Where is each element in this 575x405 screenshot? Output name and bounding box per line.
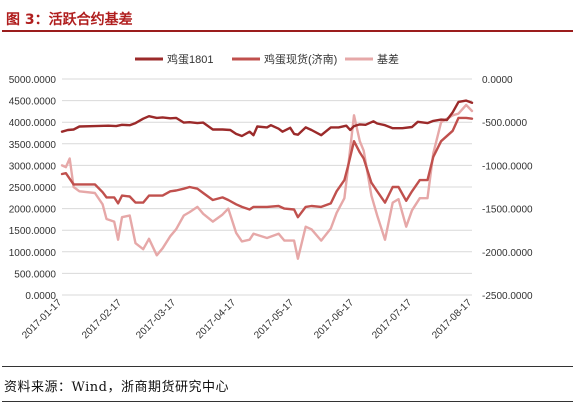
- bottom-border: [2, 401, 573, 402]
- series-line-1: [60, 99, 474, 138]
- x-tick-label: 2017-03-17: [134, 297, 178, 341]
- x-tick-label: 2017-02-17: [80, 297, 124, 341]
- left-tick-label: 5000.0000: [9, 75, 57, 86]
- left-tick-label: 1000.0000: [9, 248, 57, 259]
- line-chart: 0.0000 500.0000 1000.0000 1500.0000 2000.000…: [9, 52, 533, 341]
- right-tick-label: -500.0000: [482, 118, 527, 129]
- left-tick-label: 3000.0000: [9, 161, 57, 172]
- left-tick-label: 4500.0000: [9, 97, 57, 108]
- left-tick-label: 2500.0000: [9, 183, 57, 194]
- right-axis-tick-labels: 0.0000 -500.0000 -1000.0000 -1500.0000 -2000…: [482, 75, 533, 302]
- x-tick-label: 2017-05-17: [252, 297, 296, 341]
- right-tick-label: -2000.0000: [482, 248, 533, 259]
- chart-legend: 鸡蛋1801 鸡蛋现货(济南) 基差: [135, 52, 399, 66]
- series-lines: [60, 99, 474, 260]
- x-tick-label: 2017-08-17: [430, 297, 474, 341]
- right-tick-label: 0.0000: [482, 75, 513, 86]
- series-line-2: [60, 116, 474, 219]
- legend-label: 基差: [377, 52, 399, 66]
- source-note: 资料来源：Wind，浙商期货研究中心: [4, 380, 229, 395]
- x-tick-label: 2017-07-17: [370, 297, 414, 341]
- left-tick-label: 0.0000: [25, 291, 56, 302]
- figure-title-bar: 图 3：活跃合约基差: [2, 4, 573, 32]
- grid-lines: [62, 78, 472, 296]
- left-axis-tick-labels: 0.0000 500.0000 1000.0000 1500.0000 2000.000…: [9, 75, 57, 302]
- left-tick-label: 500.0000: [14, 269, 56, 280]
- x-axis-tick-labels: 2017-01-17 2017-02-17 2017-03-17 2017-04-17…: [20, 297, 474, 341]
- footer-divider: [2, 366, 573, 367]
- right-tick-label: -2500.0000: [482, 291, 533, 302]
- legend-label: 鸡蛋现货(济南): [264, 52, 337, 66]
- chart-container: 0.0000 500.0000 1000.0000 1500.0000 2000.000…: [0, 32, 575, 370]
- x-tick-label: 2017-06-17: [312, 297, 356, 341]
- left-tick-label: 3500.0000: [9, 140, 57, 151]
- legend-label: 鸡蛋1801: [167, 52, 213, 66]
- x-tick-label: 2017-04-17: [194, 297, 238, 341]
- x-tick-label: 2017-01-17: [20, 297, 64, 341]
- right-tick-label: -1000.0000: [482, 161, 533, 172]
- left-tick-label: 4000.0000: [9, 118, 57, 129]
- series-line-3: [60, 103, 474, 260]
- left-tick-label: 1500.0000: [9, 226, 57, 237]
- right-tick-label: -1500.0000: [482, 205, 533, 216]
- figure-title: 图 3：活跃合约基差: [6, 12, 133, 28]
- left-tick-label: 2000.0000: [9, 205, 57, 216]
